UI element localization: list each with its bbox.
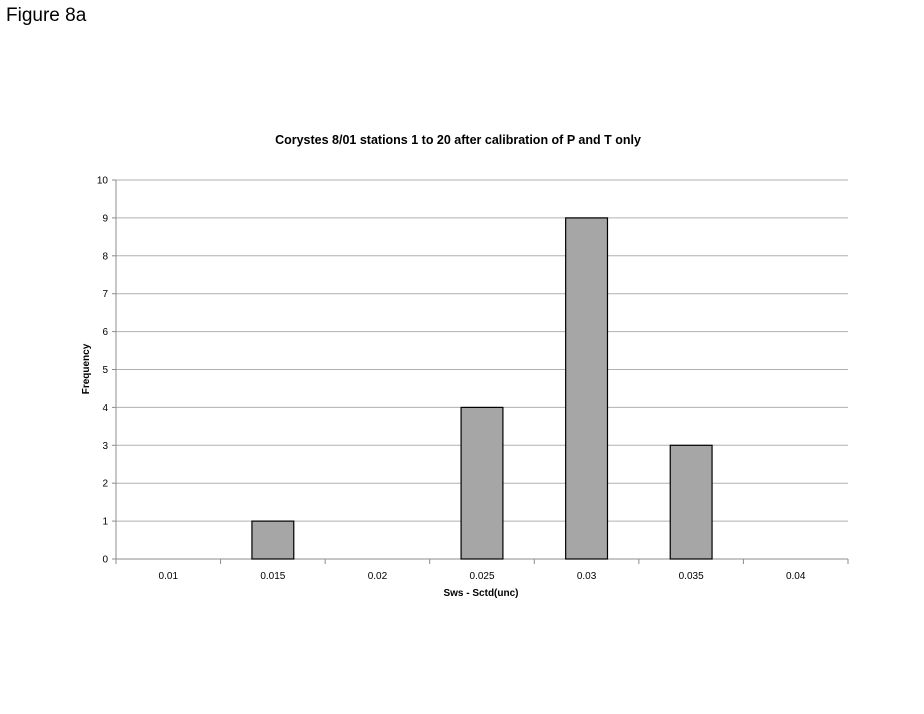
y-tick-label: 4 [102,403,108,414]
x-tick-label: 0.035 [679,571,704,582]
y-tick-label: 6 [102,327,108,338]
y-axis-title: Frequency [81,343,92,394]
figure-label: Figure 8a [6,5,87,26]
bars [251,217,713,560]
x-tick-label: 0.015 [260,571,285,582]
x-tick-label: 0.04 [786,571,806,582]
bar-0.035 [669,444,713,560]
x-axis-title: Sws - Sctd(unc) [443,588,518,599]
bar-0.025 [460,406,504,560]
y-tick-labels: 0 1 2 3 4 5 6 7 8 9 10 [97,176,109,566]
y-tick-label: 8 [102,251,108,262]
x-tick-label: 0.03 [577,571,597,582]
bar-0.015 [251,520,295,560]
x-tick-label: 0.02 [368,571,388,582]
y-tick-label: 5 [102,365,108,376]
y-tick-label: 9 [102,213,108,224]
y-tick-label: 1 [102,517,108,528]
chart-title: Corystes 8/01 stations 1 to 20 after cal… [275,133,641,147]
x-tick-label: 0.025 [469,571,494,582]
y-tick-label: 10 [97,176,109,187]
y-tick-label: 7 [102,289,108,300]
x-tick-label: 0.01 [159,571,179,582]
y-tick-label: 2 [102,479,108,490]
x-tick-labels: 0.01 0.015 0.02 0.025 0.03 0.035 0.04 [159,571,806,582]
y-tick-label: 3 [102,441,108,452]
y-tick-label: 0 [102,555,108,566]
bar-0.03 [565,217,609,560]
